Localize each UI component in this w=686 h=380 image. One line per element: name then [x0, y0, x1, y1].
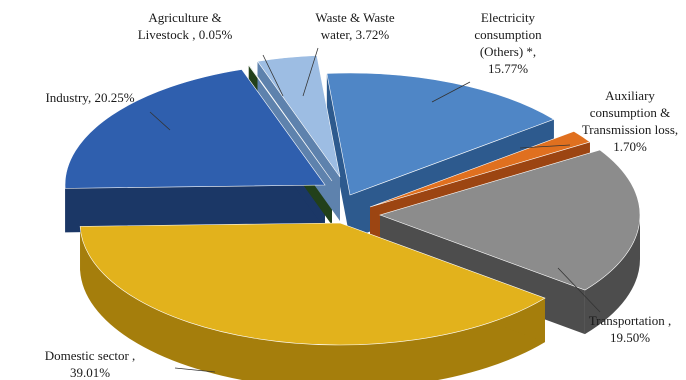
slice-label-line: 1.70% — [613, 139, 647, 154]
slice-label-line: 19.50% — [610, 330, 650, 345]
slice-label-line: water, 3.72% — [321, 27, 390, 42]
slice-label-line: Waste & Waste — [315, 10, 394, 25]
leader-line-3 — [174, 367, 216, 373]
slice-label-4: Industry, 20.25% — [45, 90, 134, 105]
slice-labels: Electricity consumption (Others) *, 15.77% A… — [45, 10, 678, 380]
slice-label-line: 15.77% — [488, 61, 528, 76]
slice-label-line: Livestock , 0.05% — [138, 27, 233, 42]
slice-label-0: Electricity consumption (Others) *, 15.77% — [474, 10, 542, 76]
slice-label-2: Transportation , 19.50% — [589, 313, 672, 345]
slice-label-line: Industry, 20.25% — [45, 90, 134, 105]
leader-line-4 — [149, 111, 171, 131]
slice-0 — [326, 72, 555, 196]
slice-side-3 — [80, 226, 545, 380]
pie-tops — [64, 55, 641, 346]
slice-label-1: Auxiliary consumption & Transmission loss,… — [582, 88, 678, 154]
slice-label-5: Agriculture & Livestock , 0.05% — [138, 10, 233, 42]
slice-4 — [64, 69, 326, 189]
leader-line-5 — [262, 54, 284, 97]
slice-label-line: Auxiliary — [605, 88, 655, 103]
slice-cut-4-0 — [65, 185, 325, 233]
slice-label-line: 39.01% — [70, 365, 110, 380]
leader-line-1 — [519, 144, 571, 149]
slice-2 — [379, 149, 641, 291]
slice-5 — [248, 64, 333, 182]
leader-line-0 — [431, 81, 471, 103]
slice-label-line: Domestic sector , — [45, 348, 136, 363]
leader-line-2 — [557, 267, 601, 313]
slice-label-line: Agriculture & — [148, 10, 221, 25]
slice-label-line: (Others) *, — [480, 44, 536, 59]
slice-label-line: Transportation , — [589, 313, 672, 328]
leader-lines — [149, 47, 601, 373]
slice-3 — [79, 222, 546, 346]
slice-1 — [369, 130, 591, 208]
slice-label-line: consumption & — [590, 105, 671, 120]
slice-label-6: Waste & Waste water, 3.72% — [315, 10, 394, 42]
leader-line-6 — [302, 47, 319, 97]
slice-label-3: Domestic sector , 39.01% — [45, 348, 136, 380]
slice-label-line: Electricity — [481, 10, 536, 25]
slice-side-2 — [584, 215, 640, 335]
slice-label-line: consumption — [474, 27, 542, 42]
slice-cut-0-0 — [326, 73, 350, 239]
slice-label-line: Transmission loss, — [582, 122, 678, 137]
